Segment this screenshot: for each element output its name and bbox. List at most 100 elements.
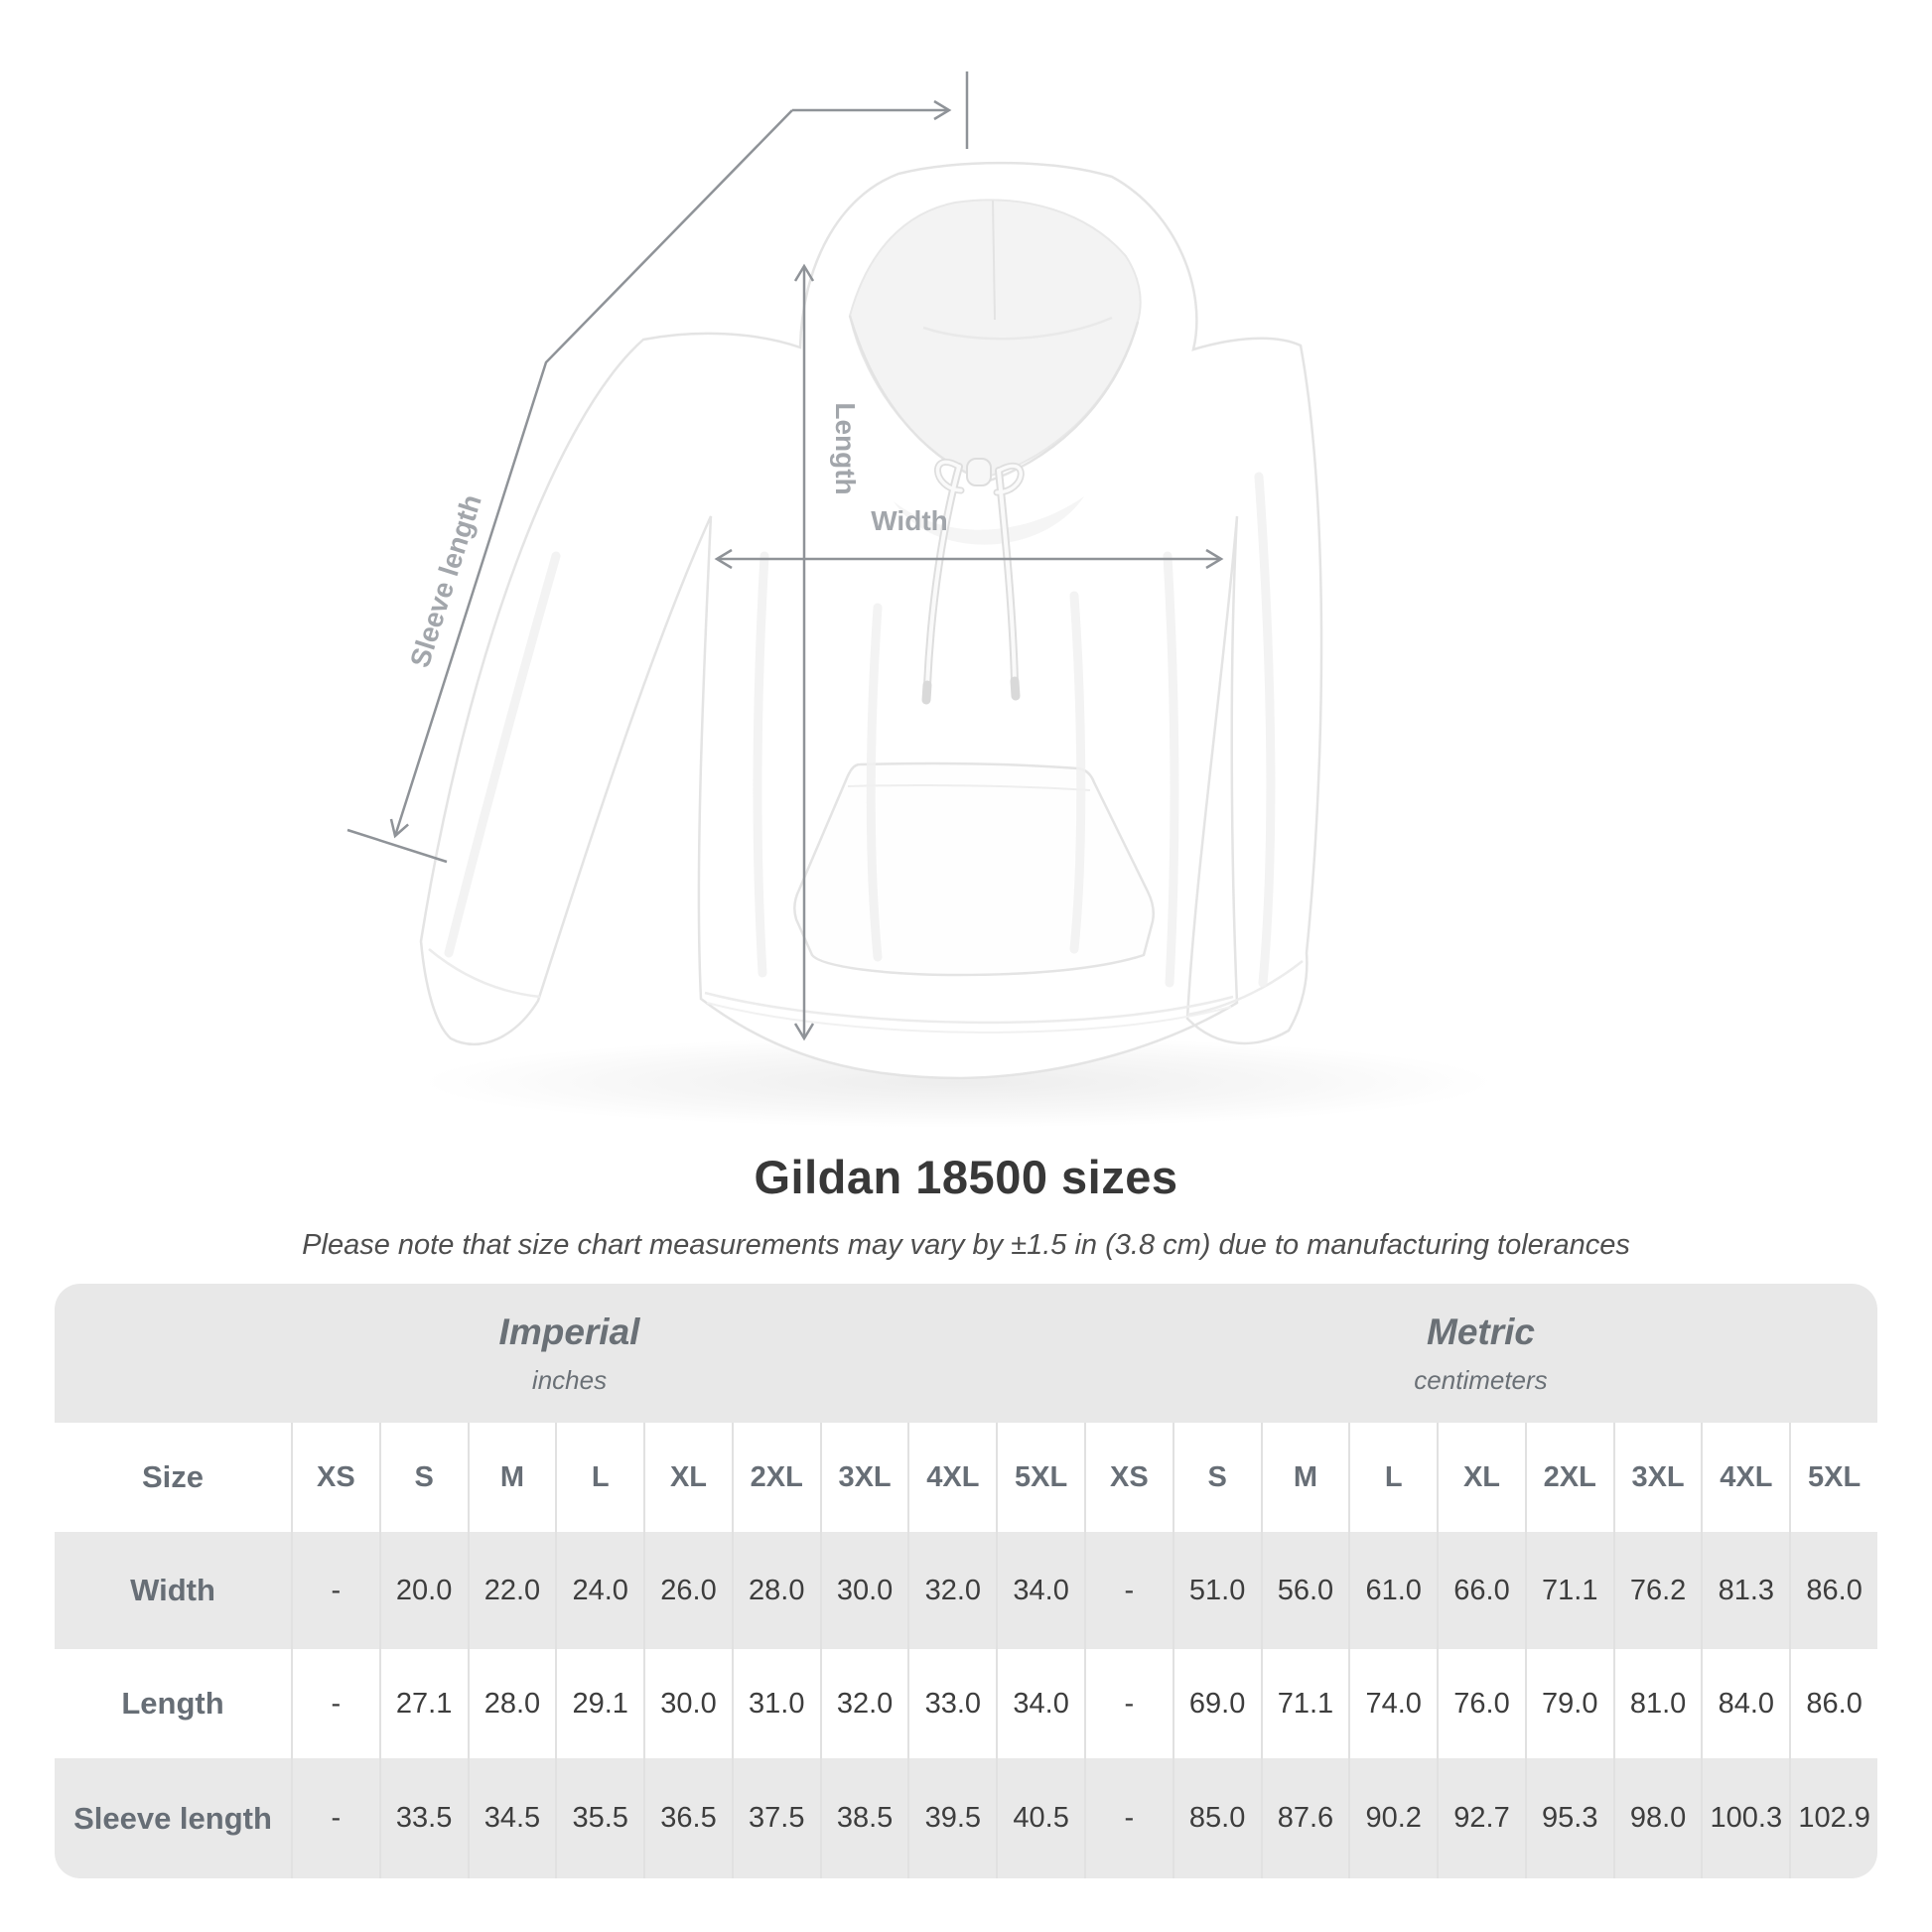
table-cell: - <box>1084 1649 1173 1758</box>
size-header-metric-xs: XS <box>1084 1423 1173 1532</box>
table-cell: - <box>291 1532 379 1649</box>
table-cell: 38.5 <box>819 1758 908 1878</box>
metric-title: Metric <box>1427 1311 1535 1352</box>
table-cell: 98.0 <box>1612 1758 1702 1878</box>
table-cell: 86.0 <box>1789 1649 1877 1758</box>
table-cell: 71.1 <box>1260 1649 1349 1758</box>
size-header-metric-3xl: 3XL <box>1612 1423 1702 1532</box>
size-header-metric-s: S <box>1172 1423 1261 1532</box>
table-cell: 95.3 <box>1524 1758 1613 1878</box>
measurement-lines <box>346 71 1224 1041</box>
hood-opening-right <box>982 321 1140 484</box>
table-cell: 39.5 <box>907 1758 996 1878</box>
size-column-header: Size <box>141 1459 205 1494</box>
table-cell: 69.0 <box>1172 1649 1261 1758</box>
table-cell: 81.0 <box>1612 1649 1702 1758</box>
metric-unit: centimeters <box>1414 1364 1548 1395</box>
table-row-width: Width -20.0 22.0 24.0 26.0 28.0 30.0 32.0 34.0-5… <box>55 1532 1877 1649</box>
table-cell: 85.0 <box>1172 1758 1261 1878</box>
row-label: Sleeve length <box>73 1800 272 1836</box>
hoodie-illustration <box>419 161 1323 1080</box>
table-row-length: Length -27.1 28.0 29.1 30.0 31.0 32.0 33.0 34.0-… <box>55 1649 1877 1758</box>
table-cell: 87.6 <box>1260 1758 1349 1878</box>
size-header-imperial-l: L <box>555 1423 643 1532</box>
table-cell: 34.0 <box>996 1532 1084 1649</box>
table-cell: 74.0 <box>1348 1649 1437 1758</box>
size-header-metric-4xl: 4XL <box>1701 1423 1789 1532</box>
table-cell: - <box>1084 1532 1173 1649</box>
table-cell: 29.1 <box>555 1649 643 1758</box>
table-cell: 40.5 <box>996 1758 1084 1878</box>
table-cell: 20.0 <box>378 1532 468 1649</box>
floor-shadow <box>422 1036 1494 1128</box>
hem-seam <box>704 991 1234 1025</box>
table-cell: - <box>1084 1758 1173 1878</box>
hood-back-seam <box>992 200 996 321</box>
hoodie-measurement-diagram: Sleeve length Length Width <box>346 71 1494 1128</box>
table-cell: 34.5 <box>467 1758 556 1878</box>
table-cell: 34.0 <box>996 1649 1084 1758</box>
table-cell: 33.5 <box>378 1758 468 1878</box>
size-header-metric-xl: XL <box>1437 1423 1525 1532</box>
hood-stitch <box>922 316 1113 341</box>
length-label: Length <box>830 402 861 494</box>
drawstring-aglet-right <box>1010 676 1021 701</box>
table-cell: 90.2 <box>1348 1758 1437 1878</box>
size-header-imperial-5xl: 5XL <box>996 1423 1084 1532</box>
table-cell: 92.7 <box>1437 1758 1525 1878</box>
table-cell: 32.0 <box>819 1649 908 1758</box>
table-cell: 28.0 <box>467 1649 556 1758</box>
tolerance-note: Please note that size chart measurements… <box>302 1229 1630 1261</box>
sleeve-length-cuff-tick <box>346 828 448 864</box>
size-header-metric-m: M <box>1260 1423 1349 1532</box>
row-label: Width <box>130 1573 215 1607</box>
pocket-stitch <box>847 784 1091 791</box>
table-cell: 61.0 <box>1348 1532 1437 1649</box>
size-header-metric-l: L <box>1348 1423 1437 1532</box>
size-header-imperial-2xl: 2XL <box>731 1423 820 1532</box>
size-header-imperial-s: S <box>378 1423 468 1532</box>
bow-knot <box>966 458 992 486</box>
left-cuff-seam <box>428 948 541 999</box>
table-cell: 86.0 <box>1789 1532 1877 1649</box>
table-cell: 100.3 <box>1701 1758 1789 1878</box>
size-header-metric-2xl: 2XL <box>1524 1423 1613 1532</box>
table-cell: 24.0 <box>555 1532 643 1649</box>
table-cell: 31.0 <box>731 1649 820 1758</box>
metric-header: Metric centimeters <box>1084 1284 1877 1423</box>
table-cell: 76.0 <box>1437 1649 1525 1758</box>
unit-header-row: Imperial inches Metric centimeters <box>55 1284 1877 1423</box>
right-cuff-seam <box>1186 960 1304 1017</box>
table-cell: 22.0 <box>467 1532 556 1649</box>
table-cell: 32.0 <box>907 1532 996 1649</box>
page-title: Gildan 18500 sizes <box>754 1151 1178 1203</box>
table-cell: - <box>291 1758 379 1878</box>
imperial-unit: inches <box>531 1364 608 1395</box>
size-table: Imperial inches Metric centimeters Size X… <box>55 1284 1877 1878</box>
size-header-imperial-m: M <box>467 1423 556 1532</box>
sleeve-length-line <box>389 109 793 839</box>
size-header-metric-5xl: 5XL <box>1789 1423 1877 1532</box>
imperial-header: Imperial inches <box>55 1284 1084 1423</box>
size-header-imperial-xs: XS <box>291 1423 379 1532</box>
table-cell: 84.0 <box>1701 1649 1789 1758</box>
table-cell: 76.2 <box>1612 1532 1702 1649</box>
kangaroo-pocket <box>793 761 1156 977</box>
table-cell: 56.0 <box>1260 1532 1349 1649</box>
sleeve-length-label: Sleeve length <box>404 490 487 670</box>
width-label: Width <box>871 505 948 536</box>
table-cell: 102.9 <box>1789 1758 1877 1878</box>
size-header-row: Size XS S M L XL 2XL 3XL 4XL 5XL XS S M L XL 2XL 3XL 4XL 5… <box>55 1423 1877 1532</box>
table-cell: 26.0 <box>643 1532 732 1649</box>
table-cell: 79.0 <box>1524 1649 1613 1758</box>
table-cell: 66.0 <box>1437 1532 1525 1649</box>
size-header-imperial-3xl: 3XL <box>819 1423 908 1532</box>
table-cell: 33.0 <box>907 1649 996 1758</box>
table-cell: 27.1 <box>378 1649 468 1758</box>
table-cell: 51.0 <box>1172 1532 1261 1649</box>
size-header-imperial-4xl: 4XL <box>907 1423 996 1532</box>
row-label: Length <box>121 1686 224 1721</box>
table-cell: - <box>291 1649 379 1758</box>
table-cell: 36.5 <box>643 1758 732 1878</box>
